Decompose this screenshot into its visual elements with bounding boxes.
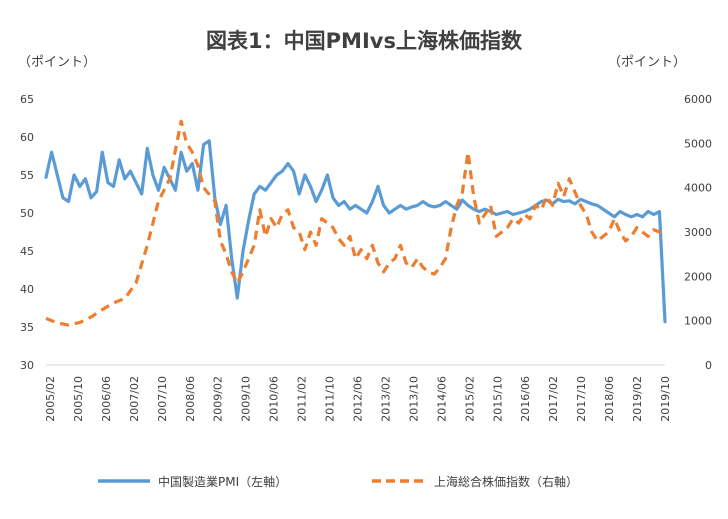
left-tick-label: 40 — [20, 283, 34, 296]
right-axis: 6000 5000 4000 3000 2000 1000 0 — [684, 93, 712, 372]
x-tick-label: 2018/06 — [603, 376, 616, 422]
right-tick-label: 4000 — [684, 182, 712, 195]
x-axis: 2005/02 2005/10 2006/06 2007/02 2007/10 2008/… — [44, 376, 672, 422]
x-tick-label: 2009/10 — [240, 376, 253, 422]
x-tick-label: 2013/10 — [407, 376, 420, 422]
x-tick-label: 2019/10 — [659, 376, 672, 422]
x-tick-label: 2006/06 — [100, 376, 113, 422]
x-tick-label: 2007/10 — [156, 376, 169, 422]
x-tick-label: 2012/06 — [352, 376, 365, 422]
x-tick-label: 2011/02 — [296, 376, 309, 422]
left-tick-label: 35 — [20, 321, 34, 334]
legend-stock-label: 上海総合株価指数（右軸） — [434, 474, 578, 489]
pmi-series-line — [44, 139, 667, 324]
x-tick-label: 2008/06 — [184, 376, 197, 422]
left-tick-label: 60 — [20, 131, 34, 144]
right-tick-label: 0 — [705, 359, 712, 372]
left-axis-unit: （ポイント） — [18, 55, 96, 70]
right-tick-label: 1000 — [684, 315, 712, 328]
stock-index-series-line — [45, 119, 666, 327]
right-tick-label: 3000 — [684, 226, 712, 239]
legend-pmi-label: 中国製造業PMI（左軸） — [158, 474, 287, 489]
x-tick-label: 2016/06 — [519, 376, 532, 422]
series-layer — [44, 119, 667, 327]
chart-title: 図表1：中国PMIvs上海株価指数 — [206, 29, 523, 53]
left-tick-label: 30 — [20, 359, 34, 372]
left-tick-label: 50 — [20, 207, 34, 220]
x-tick-label: 2017/10 — [575, 376, 588, 422]
x-tick-label: 2011/10 — [324, 376, 337, 422]
x-tick-label: 2009/02 — [212, 376, 225, 422]
right-tick-label: 5000 — [684, 137, 712, 150]
x-tick-label: 2005/02 — [44, 376, 57, 422]
x-tick-label: 2007/02 — [128, 376, 141, 422]
right-tick-label: 6000 — [684, 93, 712, 106]
x-tick-label: 2005/10 — [72, 376, 85, 422]
left-tick-label: 45 — [20, 245, 34, 258]
left-tick-label: 65 — [20, 93, 34, 106]
x-tick-label: 2015/10 — [491, 376, 504, 422]
right-axis-unit: （ポイント） — [608, 55, 686, 70]
left-tick-label: 55 — [20, 169, 34, 182]
x-tick-label: 2015/02 — [463, 376, 476, 422]
x-tick-label: 2017/02 — [547, 376, 560, 422]
x-tick-label: 2019/02 — [631, 376, 644, 422]
x-tick-label: 2010/06 — [268, 376, 281, 422]
left-axis: 65 60 55 50 45 40 35 30 — [20, 93, 34, 372]
x-tick-label: 2013/02 — [379, 376, 392, 422]
x-tick-label: 2014/06 — [435, 376, 448, 422]
legend: 中国製造業PMI（左軸） 上海総合株価指数（右軸） — [98, 474, 578, 489]
right-tick-label: 2000 — [684, 270, 712, 283]
